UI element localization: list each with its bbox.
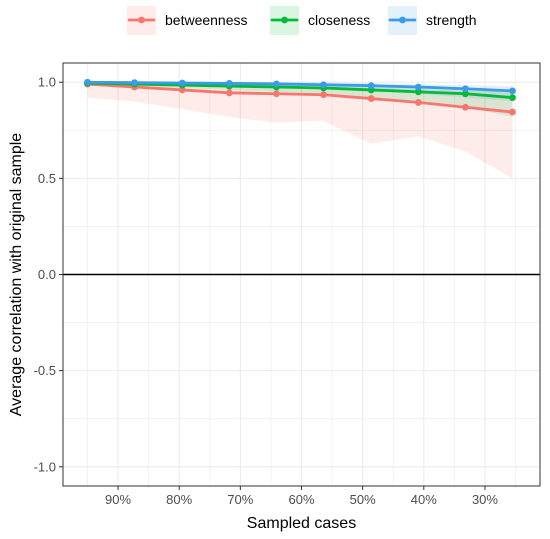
- legend-item-strength: strength: [388, 6, 477, 35]
- betweenness-point: [178, 86, 186, 94]
- legend-item-betweenness: betweenness: [127, 6, 248, 35]
- x-tick-label: 80%: [166, 492, 192, 507]
- x-tick-label: 90%: [105, 492, 131, 507]
- strength-point: [367, 82, 375, 90]
- x-tick-label: 30%: [472, 492, 498, 507]
- y-axis-title: Average correlation with original sample: [8, 133, 25, 417]
- betweenness-ribbon: [87, 82, 513, 179]
- strength-point: [414, 83, 422, 91]
- betweenness-point: [320, 91, 327, 99]
- strength-point: [509, 87, 516, 95]
- strength-point: [131, 79, 138, 87]
- strength-point: [320, 81, 327, 89]
- x-tick-label: 50%: [350, 492, 376, 507]
- y-axis-ticks: 1.0 0.5 0.0 -0.5 -1.0: [34, 75, 63, 474]
- legend-key-point: [138, 16, 145, 24]
- strength-line: [86, 80, 514, 93]
- legend-key-point: [281, 16, 288, 24]
- y-tick-label: 1.0: [38, 75, 56, 90]
- closeness-point: [509, 94, 516, 102]
- betweenness-point: [273, 90, 280, 98]
- x-tick-label: 40%: [411, 492, 437, 507]
- betweenness-point: [367, 95, 375, 102]
- legend: betweenness closeness strength: [127, 6, 477, 35]
- betweenness-point: [414, 99, 422, 106]
- legend-label: closeness: [308, 12, 370, 28]
- betweenness-point: [461, 103, 469, 111]
- legend-label: strength: [426, 12, 477, 28]
- betweenness-line: [86, 82, 514, 114]
- strength-point: [178, 79, 186, 87]
- y-tick-label: -1.0: [34, 459, 56, 474]
- strength-point: [273, 80, 280, 88]
- x-tick-label: 70%: [227, 492, 253, 507]
- y-tick-label: -0.5: [34, 363, 56, 378]
- y-tick-label: 0.5: [38, 171, 56, 186]
- legend-item-closeness: closeness: [270, 6, 370, 35]
- y-tick-label: 0.0: [38, 267, 56, 282]
- strength-point: [225, 79, 233, 87]
- legend-label: betweenness: [165, 12, 248, 28]
- betweenness-point: [225, 89, 233, 97]
- x-axis-title: Sampled cases: [247, 515, 356, 532]
- closeness-point: [414, 88, 422, 96]
- plot-panel: [62, 62, 541, 487]
- closeness-line: [86, 81, 514, 100]
- strength-point: [461, 85, 469, 93]
- x-tick-label: 60%: [288, 492, 314, 507]
- series-points: [84, 78, 516, 116]
- legend-key-point: [399, 16, 406, 24]
- series-lines: [86, 80, 514, 114]
- betweenness-point: [509, 108, 516, 116]
- strength-point: [84, 78, 91, 86]
- closeness-point: [461, 90, 469, 98]
- x-axis-ticks: 90% 80% 70% 60% 50% 40% 30%: [105, 486, 498, 507]
